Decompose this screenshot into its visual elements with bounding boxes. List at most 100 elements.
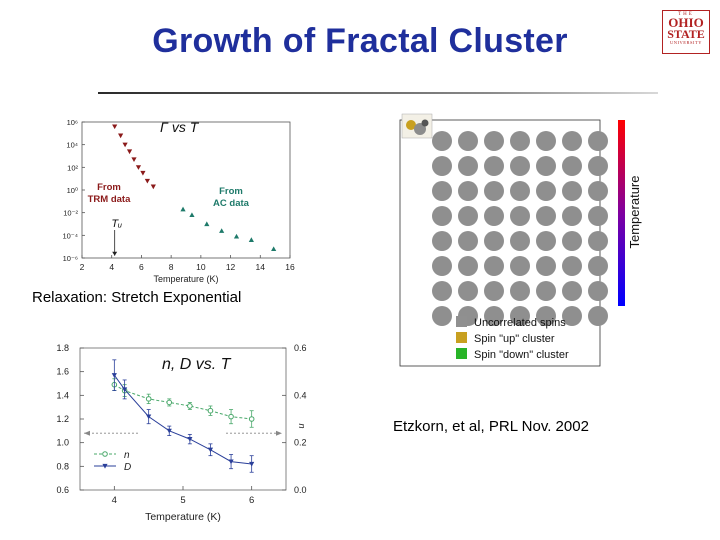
data-point	[146, 414, 152, 420]
spin-site	[484, 181, 504, 201]
spin-site	[562, 131, 582, 151]
data-point	[233, 233, 240, 239]
data-point	[111, 373, 117, 378]
data-point	[144, 178, 150, 184]
spin-site	[484, 131, 504, 151]
spin-site	[536, 206, 556, 226]
relaxation-caption: Relaxation: Stretch Exponential	[32, 289, 242, 306]
data-point	[140, 170, 146, 176]
temperature-colorbar	[618, 120, 625, 306]
thumbnail-blob	[414, 123, 426, 135]
spin-site	[432, 281, 452, 301]
spin-site	[458, 256, 478, 276]
spin-site	[484, 231, 504, 251]
spin-site	[432, 256, 452, 276]
data-point	[131, 157, 137, 162]
y-tick-label: 10⁴	[66, 141, 78, 150]
data-point	[122, 387, 128, 393]
right-tick-label: 0.6	[294, 343, 307, 353]
data-point	[228, 413, 234, 420]
y-tick-label: 10⁶	[67, 118, 78, 127]
data-point	[118, 133, 124, 139]
x-tick-label: 2	[80, 262, 85, 272]
data-point	[248, 416, 255, 422]
data-point	[248, 237, 254, 242]
y-tick-label: 1.2	[56, 414, 69, 424]
spin-site	[458, 231, 478, 251]
y-tick-label: 1.0	[56, 438, 69, 448]
spin-site	[432, 306, 452, 326]
spin-site	[588, 231, 608, 251]
spin-site	[562, 181, 582, 201]
spin-site	[562, 256, 582, 276]
series-line	[113, 374, 252, 465]
citation: Etzkorn, et al, PRL Nov. 2002	[393, 418, 589, 435]
x-axis-label: Temperature (K)	[153, 274, 218, 284]
x-tick-label: 14	[256, 262, 266, 272]
spin-site	[458, 281, 478, 301]
spin-site	[484, 156, 504, 176]
y-tick-label: 1.8	[56, 343, 69, 353]
y-tick-label: 1.4	[56, 390, 69, 400]
spin-site	[432, 206, 452, 226]
spin-site	[510, 256, 530, 276]
data-point	[219, 228, 225, 233]
legend-label: Uncorrelated spins	[474, 317, 566, 329]
spin-site	[536, 306, 556, 326]
spin-site	[458, 206, 478, 226]
x-tick-label: 5	[180, 495, 185, 506]
y-tick-label: 10⁻⁶	[63, 254, 78, 263]
data-point	[126, 149, 133, 155]
legend-marker	[102, 463, 108, 469]
data-point	[228, 459, 234, 465]
spin-site	[588, 131, 608, 151]
x-tick-label: 4	[109, 262, 114, 272]
spin-site	[536, 256, 556, 276]
data-point	[204, 221, 210, 227]
spin-site	[484, 281, 504, 301]
spin-site	[458, 156, 478, 176]
spin-site	[510, 231, 530, 251]
slide-title: Growth of Fractal Cluster	[152, 22, 568, 60]
spin-site	[458, 181, 478, 201]
thumbnail-blob	[406, 120, 416, 130]
spin-site	[510, 206, 530, 226]
thumbnail-blob	[421, 119, 429, 127]
data-point	[187, 437, 193, 442]
series-label-trm: TRM data	[88, 194, 131, 205]
series-line	[114, 384, 252, 420]
title-divider	[98, 92, 658, 94]
y-tick-label: 10⁻²	[63, 209, 78, 218]
logo-line-4: UNIVERSITY	[670, 40, 702, 45]
pointer-arrowhead-right	[276, 430, 282, 436]
data-point	[180, 206, 186, 212]
data-point	[189, 212, 195, 218]
chart-title: n, D vs. T	[162, 356, 232, 373]
data-point	[166, 399, 173, 406]
spin-site	[536, 281, 556, 301]
legend-label: n	[124, 450, 130, 461]
colorbar-label: Temperature	[627, 176, 642, 249]
data-point	[112, 124, 118, 130]
spin-site	[484, 256, 504, 276]
data-point	[249, 461, 255, 467]
data-point	[207, 407, 214, 414]
legend-label: D	[124, 462, 131, 473]
x-tick-label: 6	[139, 262, 144, 272]
spin-site	[588, 181, 608, 201]
x-axis-label: Temperature (K)	[145, 511, 221, 523]
y-tick-label: 10²	[67, 163, 78, 172]
spin-site	[484, 306, 504, 326]
series-label-ac: From	[219, 186, 243, 197]
x-tick-label: 8	[169, 262, 174, 272]
data-point	[122, 142, 128, 148]
spin-site	[562, 231, 582, 251]
x-tick-label: 10	[196, 262, 206, 272]
data-point	[166, 428, 172, 434]
data-point	[207, 447, 214, 453]
spin-site	[562, 306, 582, 326]
spin-cluster-panel: Temperature Uncorrelated spins Spin "up" c…	[399, 113, 642, 367]
spin-site	[432, 131, 452, 151]
rate-vs-temperature-chart: 2 4 6 8 10 12 14 16 10⁶ 10⁴ 10² 10⁰ 10⁻² 10⁻⁴ 10⁻⁶ Temp…	[62, 118, 295, 284]
x-tick-label: 4	[112, 495, 117, 506]
